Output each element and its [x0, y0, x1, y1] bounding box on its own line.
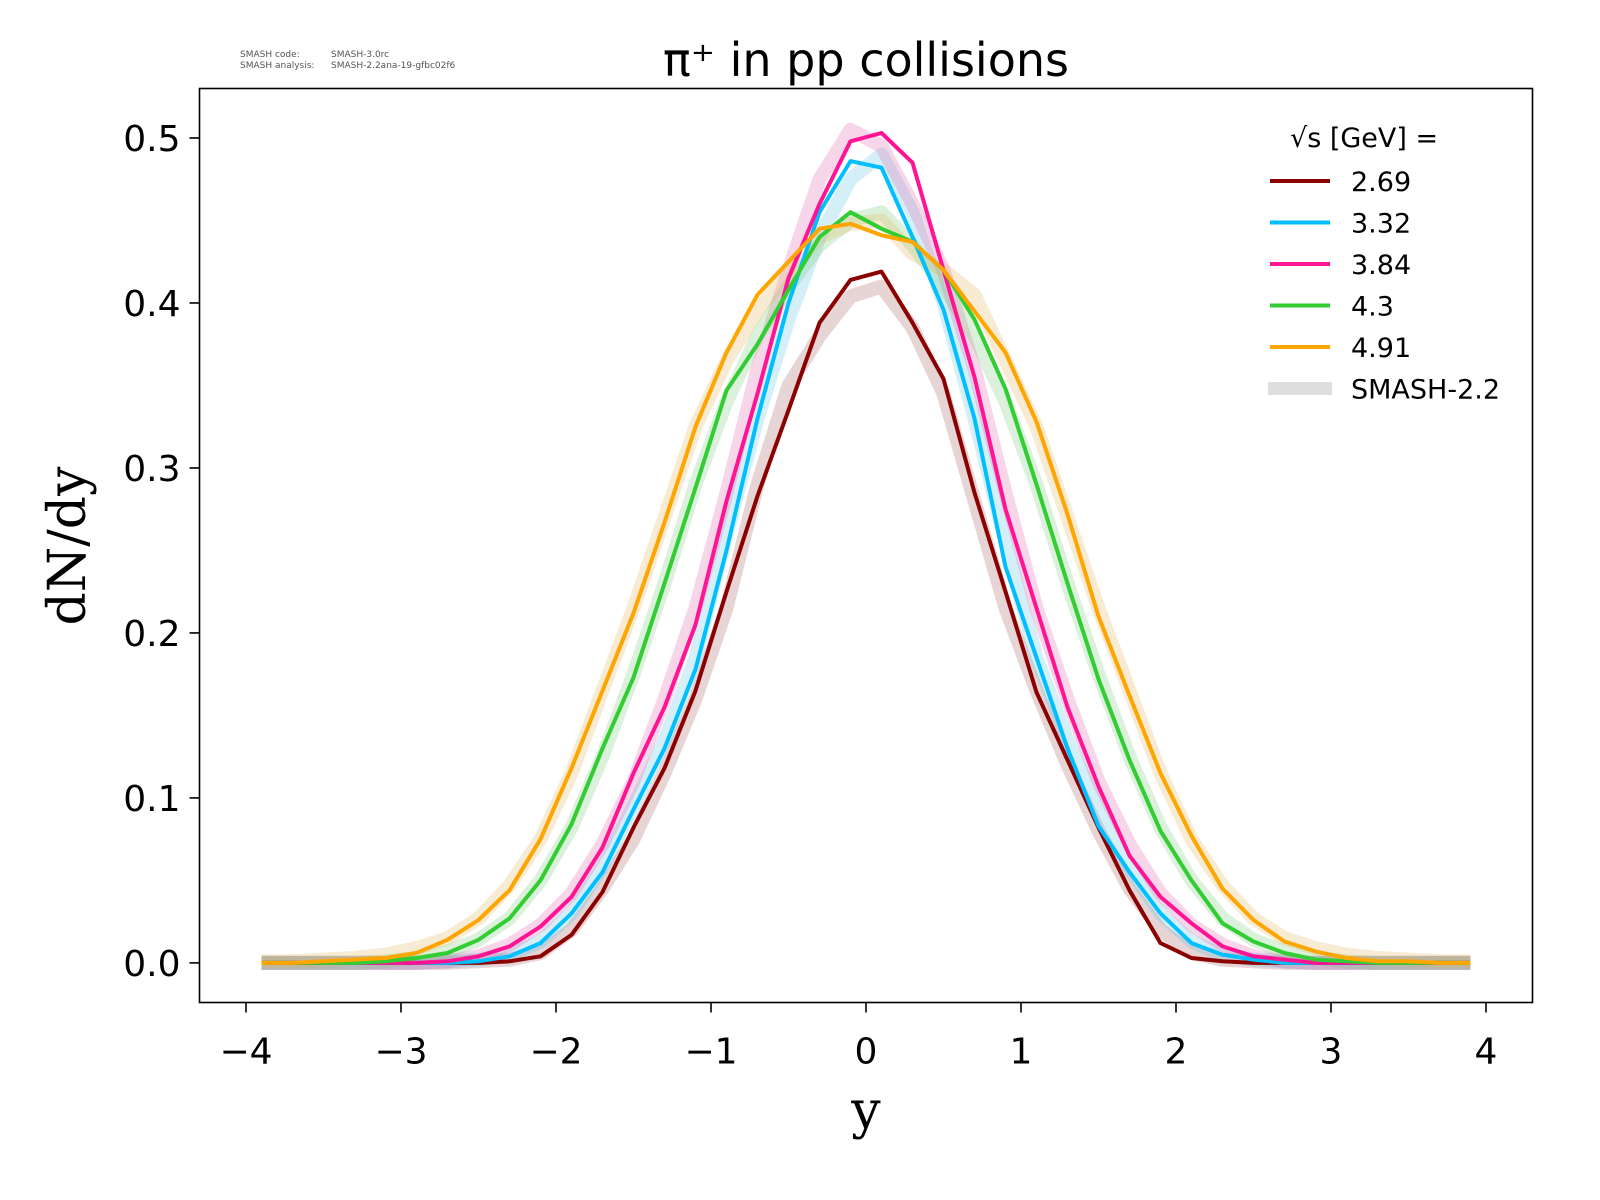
legend-label-2.69: 2.69 [1351, 167, 1411, 198]
series-lines [261, 131, 1471, 965]
watermark-code-value: SMASH-3.0rc [331, 50, 389, 60]
watermark-code-label: SMASH code: [240, 50, 300, 60]
reference-band-gray-4.91 [261, 213, 1471, 969]
x-tick-label: 2 [1165, 1032, 1188, 1073]
y-tick-label: 0.2 [123, 614, 180, 655]
y-tick-label: 0.3 [123, 449, 180, 490]
y-tick-label: 0.4 [123, 284, 180, 325]
legend-label-4.91: 4.91 [1351, 333, 1411, 364]
watermark-analysis-label: SMASH analysis: [240, 61, 314, 71]
y-axis: 0.0 0.1 0.2 0.3 0.4 0.5 [123, 119, 200, 985]
reference-band-gray-4.3 [261, 205, 1471, 970]
series-line-2.69 [261, 269, 1471, 965]
x-tick-label: −3 [374, 1032, 427, 1073]
x-tick-label: 1 [1010, 1032, 1033, 1073]
legend-label-reference: SMASH-2.2 [1351, 375, 1500, 406]
x-tick-label: −2 [529, 1032, 582, 1073]
legend-label-4.3: 4.3 [1351, 292, 1394, 323]
smash-version-watermark: SMASH code: SMASH-3.0rc SMASH analysis: … [240, 50, 456, 71]
reference-bands [261, 122, 1471, 970]
legend-title: √s [GeV] = [1290, 123, 1438, 154]
series-line-4.91 [261, 221, 1471, 965]
x-axis-label: y [850, 1081, 881, 1141]
y-tick-label: 0.0 [123, 944, 180, 985]
series-line-4.3 [261, 210, 1471, 965]
x-tick-label: 4 [1475, 1032, 1498, 1073]
x-tick-label: 3 [1320, 1032, 1343, 1073]
x-tick-label: −4 [219, 1032, 272, 1073]
chart-title: π⁺ in pp collisions [663, 33, 1069, 87]
reference-band-4.91 [261, 213, 1471, 969]
y-tick-label: 0.5 [123, 119, 180, 160]
x-tick-label: 0 [855, 1032, 878, 1073]
y-axis-label: dN/dy [38, 466, 98, 626]
legend-label-3.84: 3.84 [1351, 250, 1411, 281]
reference-band-gray-3.84 [261, 122, 1471, 970]
watermark-analysis-value: SMASH-2.2ana-19-gfbc02f6 [331, 61, 456, 71]
x-axis: −4 −3 −2 −1 0 1 2 3 4 [219, 1002, 1498, 1073]
y-tick-label: 0.1 [123, 779, 180, 820]
legend: √s [GeV] = 2.69 3.32 3.84 4.3 4.91 SMASH-2.2 [1268, 123, 1500, 406]
reference-band-3.84 [261, 122, 1471, 970]
series-line-3.32 [261, 159, 1471, 965]
series-line-3.84 [261, 131, 1471, 965]
legend-label-3.32: 3.32 [1351, 209, 1411, 240]
x-tick-label: −1 [684, 1032, 737, 1073]
reference-band-4.3 [261, 205, 1471, 970]
